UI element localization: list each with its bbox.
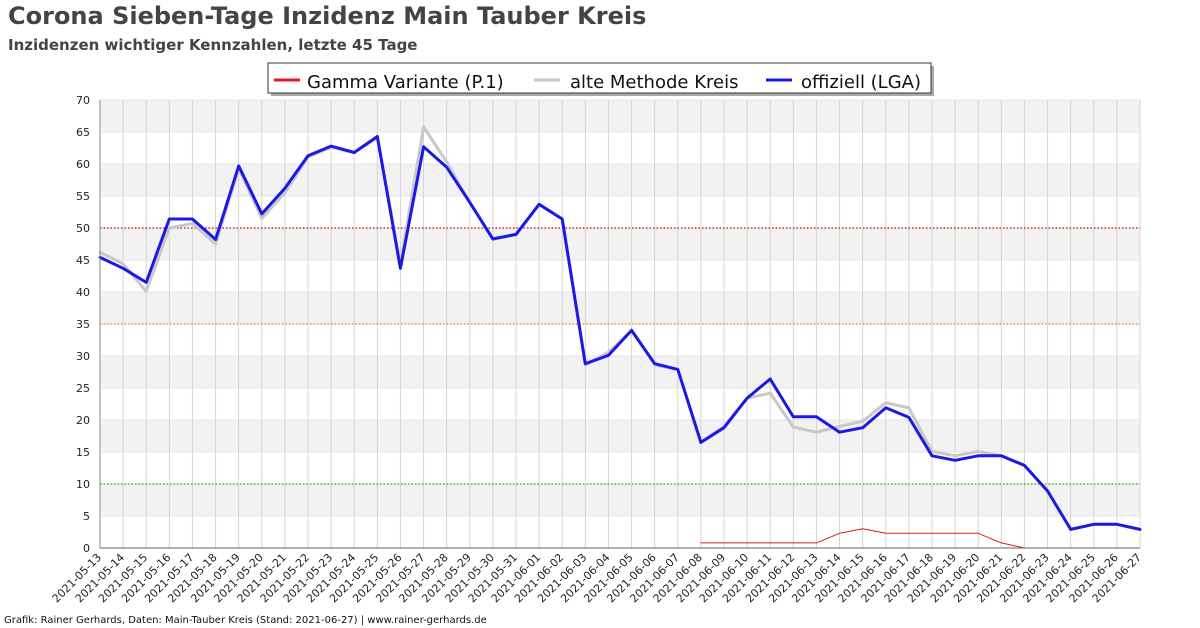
y-tick-label: 55: [76, 190, 90, 203]
plot-band: [100, 420, 1140, 452]
legend-label: Gamma Variante (P.1): [307, 72, 504, 93]
y-tick-label: 5: [83, 510, 90, 523]
axes: [99, 100, 1140, 549]
plot-band: [100, 388, 1140, 420]
y-tick-label: 65: [76, 126, 90, 139]
y-tick-label: 35: [76, 318, 90, 331]
y-tick-label: 10: [76, 478, 90, 491]
plot-band: [100, 484, 1140, 516]
y-tick-label: 70: [76, 94, 90, 107]
chart-subtitle: Inzidenzen wichtiger Kennzahlen, letzte …: [8, 36, 418, 54]
y-tick-label: 25: [76, 382, 90, 395]
chart-title: Corona Sieben-Tage Inzidenz Main Tauber …: [8, 2, 647, 30]
chart-footer: Grafik: Rainer Gerhards, Daten: Main-Tau…: [4, 615, 487, 626]
legend: Gamma Variante (P.1) alte Methode Kreis of…: [267, 62, 934, 96]
series-line: [700, 528, 1025, 549]
y-tick-label: 60: [76, 158, 90, 171]
legend-label: offiziell (LGA): [801, 72, 921, 93]
y-tick-label: 30: [76, 350, 90, 363]
y-tick-label: 20: [76, 414, 90, 427]
y-tick-label: 0: [83, 542, 90, 555]
series-line: [98, 135, 1142, 531]
plot-background-bands: [100, 100, 1140, 548]
plot-band: [100, 260, 1140, 292]
plot-band: [100, 164, 1140, 196]
y-tick-label: 50: [76, 222, 90, 235]
y-tick-label: 45: [76, 254, 90, 267]
data-series: [98, 125, 1142, 549]
y-tick-label: 40: [76, 286, 90, 299]
x-axis-ticks: 2021-05-132021-05-142021-05-152021-05-16…: [50, 551, 1144, 605]
plot-band: [100, 100, 1140, 132]
y-axis-ticks: 0 5 10 15 20 25 30 35 40 45 50 55 60 65 70: [76, 94, 90, 555]
legend-label: alte Methode Kreis: [570, 72, 738, 93]
legend-box: [267, 62, 932, 94]
plot-band: [100, 516, 1140, 548]
y-tick-label: 15: [76, 446, 90, 459]
plot-band: [100, 228, 1140, 260]
plot-band: [100, 292, 1140, 324]
plot-band: [100, 356, 1140, 388]
plot-band: [100, 132, 1140, 164]
